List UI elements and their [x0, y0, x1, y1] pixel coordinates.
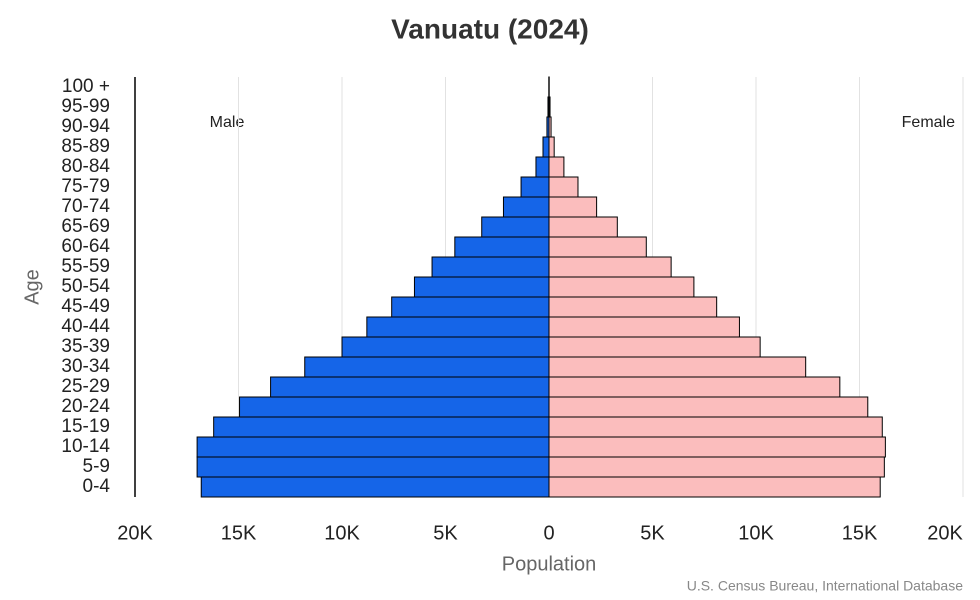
- bar: [481, 216, 550, 238]
- x-tick-label: 5K: [640, 522, 665, 544]
- bar: [502, 196, 550, 218]
- y-tick-label: 55-59: [61, 256, 110, 277]
- chart-title: Vanuatu (2024): [391, 13, 589, 44]
- bar: [548, 356, 807, 378]
- x-tick-label: 10K: [738, 522, 774, 544]
- bar: [213, 416, 550, 438]
- bar: [548, 216, 618, 238]
- bar: [413, 276, 550, 298]
- bar: [200, 476, 550, 498]
- y-tick-label: 30-34: [61, 356, 110, 377]
- bar: [548, 156, 565, 178]
- x-tick-label: 5K: [433, 522, 458, 544]
- bar: [548, 476, 881, 498]
- x-tick-label: 20K: [927, 522, 963, 544]
- bar: [548, 196, 598, 218]
- bar: [196, 456, 550, 478]
- bar: [304, 356, 550, 378]
- y-tick-label: 45-49: [61, 296, 110, 317]
- y-tick-label: 60-64: [61, 236, 110, 257]
- x-tick-label: 15K: [842, 522, 878, 544]
- bar: [548, 456, 885, 478]
- bar: [520, 176, 550, 198]
- source-note: U.S. Census Bureau, International Databa…: [687, 578, 963, 594]
- y-tick-label: 90-94: [61, 116, 110, 137]
- y-tick-label: 80-84: [61, 156, 110, 177]
- legend-entry: Female: [902, 114, 955, 131]
- y-tick-label: 70-74: [61, 196, 110, 217]
- bar: [391, 296, 550, 318]
- bar: [196, 436, 550, 458]
- y-tick-label: 50-54: [61, 276, 110, 297]
- bar: [548, 176, 579, 198]
- bar: [548, 316, 740, 338]
- bar: [366, 316, 550, 338]
- bar: [548, 336, 761, 358]
- bar: [270, 376, 550, 398]
- y-tick-label: 65-69: [61, 216, 110, 237]
- bar: [548, 296, 718, 318]
- y-tick-label: 40-44: [61, 316, 110, 337]
- y-tick-label: 20-24: [61, 396, 110, 417]
- bar: [341, 336, 550, 358]
- bar: [548, 96, 551, 118]
- bar: [239, 396, 550, 418]
- bar: [535, 156, 550, 178]
- x-tick-label: 20K: [117, 522, 153, 544]
- x-tick-label: 10K: [324, 522, 360, 544]
- bar: [548, 276, 695, 298]
- bar: [542, 136, 550, 158]
- bar: [548, 136, 555, 158]
- y-tick-label: 95-99: [61, 96, 110, 117]
- y-tick-label: 0-4: [83, 476, 111, 497]
- y-tick-label: 85-89: [61, 136, 110, 157]
- bar: [548, 376, 841, 398]
- y-axis-title: Age: [21, 269, 43, 305]
- bar: [548, 236, 647, 258]
- bar: [548, 436, 886, 458]
- y-tick-label: 35-39: [61, 336, 110, 357]
- bar: [454, 236, 550, 258]
- x-tick-label: 0: [543, 522, 554, 544]
- bar: [548, 116, 552, 138]
- y-tick-label: 25-29: [61, 376, 110, 397]
- y-tick-label: 15-19: [61, 416, 110, 437]
- bar: [431, 256, 550, 278]
- bar: [548, 256, 672, 278]
- y-tick-label: 75-79: [61, 176, 110, 197]
- x-axis-title: Population: [502, 553, 597, 575]
- legend-entry: Male: [210, 114, 245, 131]
- y-tick-label: 100 +: [62, 76, 110, 97]
- bar: [548, 396, 869, 418]
- y-tick-label: 5-9: [83, 456, 110, 477]
- x-tick-label: 15K: [221, 522, 257, 544]
- y-tick-label: 10-14: [61, 436, 110, 457]
- bar: [548, 416, 883, 438]
